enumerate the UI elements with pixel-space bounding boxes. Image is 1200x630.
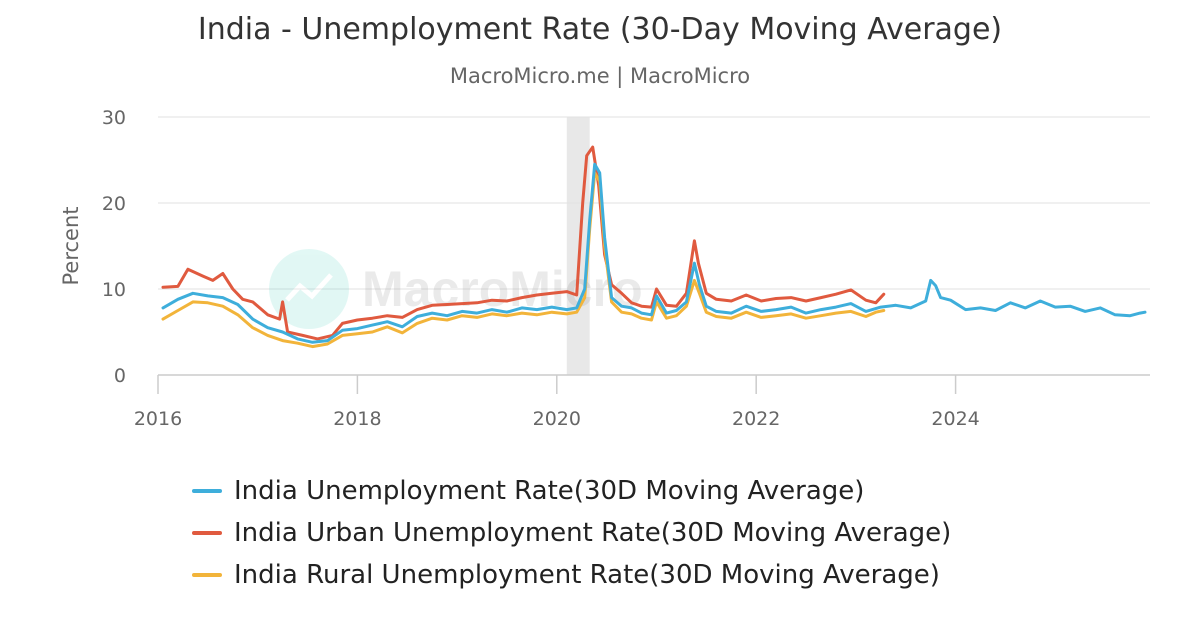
legend: India Unemployment Rate(30D Moving Avera… <box>192 470 951 596</box>
y-axis-label: Percent <box>59 206 83 285</box>
legend-swatch-rural <box>192 573 222 577</box>
legend-item-total[interactable]: India Unemployment Rate(30D Moving Avera… <box>192 470 951 512</box>
chart-subtitle: MacroMicro.me | MacroMicro <box>449 64 751 88</box>
chart-title: India - Unemployment Rate (30-Day Moving… <box>197 12 1003 47</box>
series-line-2 <box>161 171 886 349</box>
legend-item-rural[interactable]: India Rural Unemployment Rate(30D Moving… <box>192 554 951 596</box>
legend-label-total: India Unemployment Rate(30D Moving Avera… <box>234 476 865 506</box>
y-tick-label-30: 30 <box>102 107 126 129</box>
legend-label-urban: India Urban Unemployment Rate(30D Moving… <box>234 518 952 548</box>
series-line-0 <box>161 162 1147 344</box>
axes: 0 10 20 30 2016 2018 2020 2022 2024 <box>102 107 1150 430</box>
grid-lines <box>158 116 1150 290</box>
x-tick-label-2016: 2016 <box>134 408 182 430</box>
x-tick-label-2020: 2020 <box>533 408 581 430</box>
watermark-logo-icon <box>269 249 349 329</box>
legend-swatch-total <box>192 489 222 493</box>
series-line-1 <box>161 145 886 341</box>
x-tick-label-2024: 2024 <box>931 408 979 430</box>
series-lines <box>161 145 1147 349</box>
legend-swatch-urban <box>192 531 222 535</box>
x-tick-label-2022: 2022 <box>732 408 780 430</box>
watermark: MacroMicro <box>269 249 643 329</box>
watermark-text: MacroMicro <box>362 261 643 317</box>
x-tick-label-2018: 2018 <box>333 408 381 430</box>
legend-label-rural: India Rural Unemployment Rate(30D Moving… <box>234 560 940 590</box>
y-tick-label-0: 0 <box>114 365 126 387</box>
y-tick-label-10: 10 <box>102 279 126 301</box>
line-chart: MacroMicro 0 10 20 30 2016 2018 2020 2022 2024 P… <box>59 107 1150 430</box>
watermark-logo-line <box>285 273 333 302</box>
y-tick-label-20: 20 <box>102 193 126 215</box>
legend-item-urban[interactable]: India Urban Unemployment Rate(30D Moving… <box>192 512 951 554</box>
